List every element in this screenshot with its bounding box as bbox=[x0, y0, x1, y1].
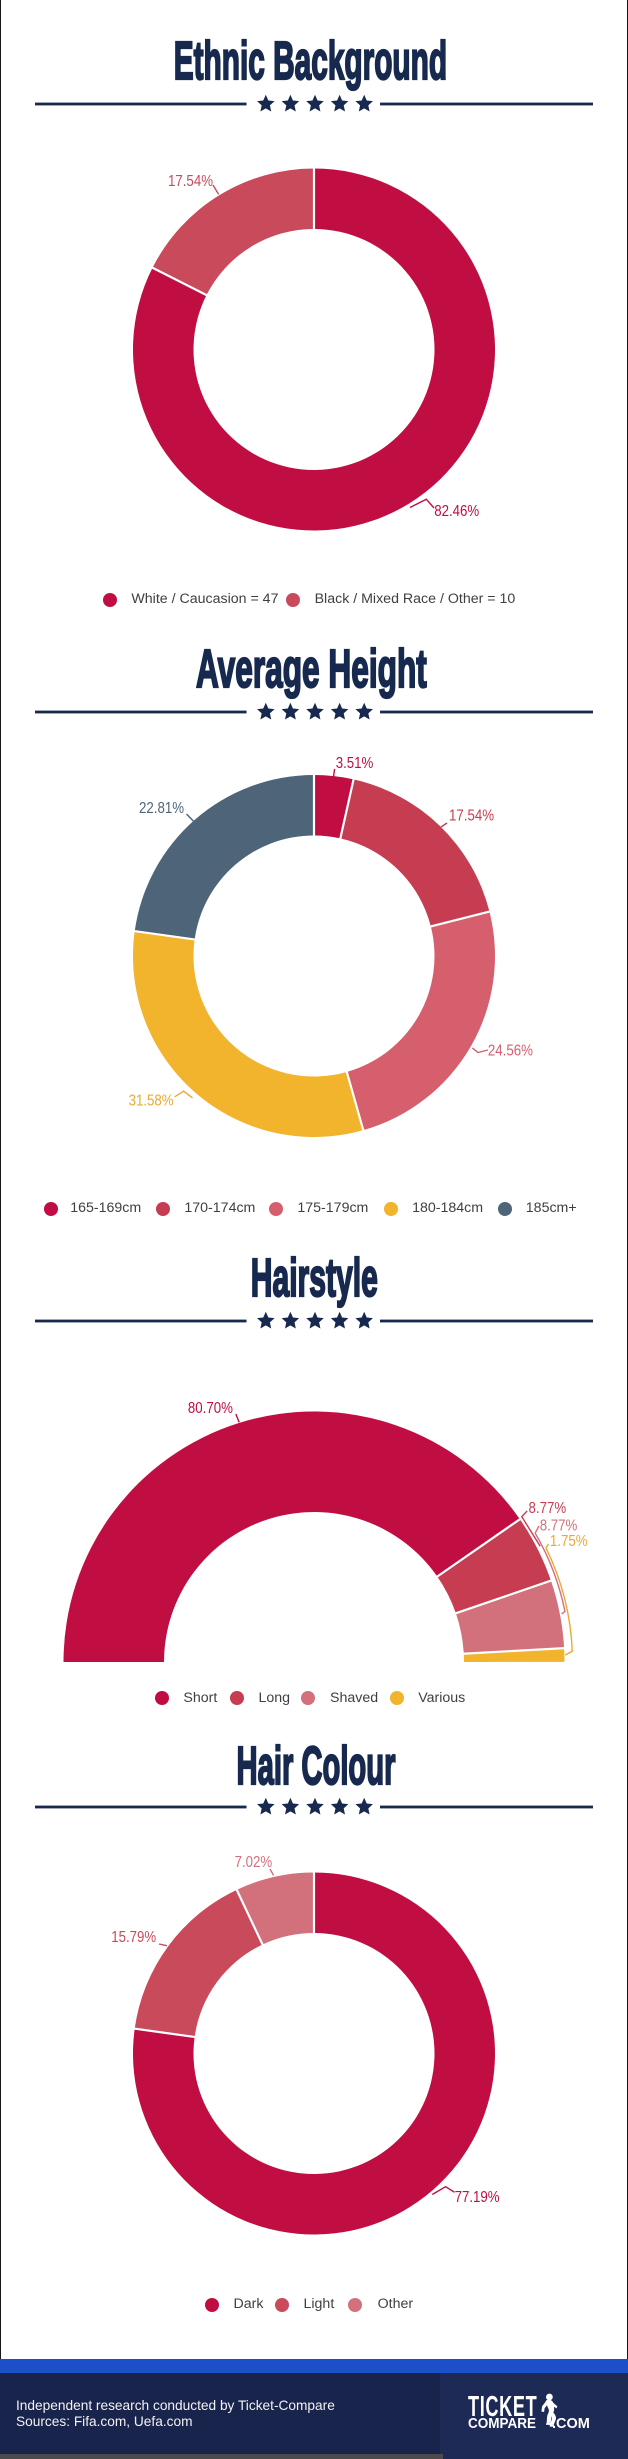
svg-text:22.81%: 22.81% bbox=[139, 800, 184, 817]
svg-text:17.54%: 17.54% bbox=[168, 173, 213, 190]
svg-text:17.54%: 17.54% bbox=[449, 807, 494, 824]
svg-text:1.75%: 1.75% bbox=[550, 1533, 588, 1550]
svg-text:8.77%: 8.77% bbox=[529, 1500, 567, 1517]
svg-text:31.58%: 31.58% bbox=[129, 1092, 174, 1109]
svg-text:3.51%: 3.51% bbox=[336, 755, 374, 772]
svg-text:82.46%: 82.46% bbox=[434, 503, 479, 520]
svg-text:80.70%: 80.70% bbox=[188, 1400, 233, 1417]
svg-text:24.56%: 24.56% bbox=[488, 1042, 533, 1059]
svg-text:7.02%: 7.02% bbox=[235, 1854, 273, 1871]
svg-text:15.79%: 15.79% bbox=[111, 1929, 156, 1946]
svg-text:77.19%: 77.19% bbox=[455, 2189, 500, 2206]
svg-text:8.77%: 8.77% bbox=[540, 1518, 578, 1535]
